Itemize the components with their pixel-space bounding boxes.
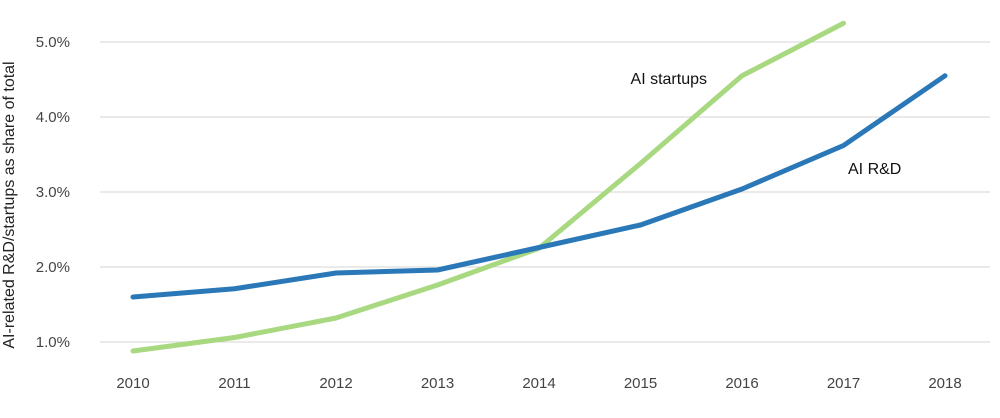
y-tick-label: 1.0% bbox=[36, 334, 70, 351]
x-tick-label: 2010 bbox=[116, 375, 149, 392]
x-tick-label: 2017 bbox=[827, 375, 860, 392]
series-labels: AI R&D AI startups bbox=[631, 71, 902, 178]
y-tick-labels: 1.0% 2.0% 3.0% 4.0% 5.0% bbox=[36, 34, 70, 351]
y-tick-label: 3.0% bbox=[36, 184, 70, 201]
y-tick-label: 5.0% bbox=[36, 34, 70, 51]
x-tick-label: 2013 bbox=[421, 375, 454, 392]
x-tick-labels: 2010 2011 2012 2013 2014 2015 2016 2017 2018 bbox=[116, 375, 961, 392]
y-tick-label: 2.0% bbox=[36, 259, 70, 276]
series-label: AI startups bbox=[631, 71, 707, 88]
series-label: AI R&D bbox=[848, 161, 901, 178]
x-tick-label: 2014 bbox=[522, 375, 555, 392]
x-tick-label: 2011 bbox=[218, 375, 250, 392]
x-tick-label: 2012 bbox=[319, 375, 352, 392]
x-tick-label: 2015 bbox=[624, 375, 657, 392]
x-tick-label: 2018 bbox=[928, 375, 961, 392]
y-tick-label: 4.0% bbox=[36, 109, 70, 126]
grid-layer bbox=[100, 41, 990, 343]
series-line-ai-r-d bbox=[130, 73, 948, 300]
series-line-ai-startups bbox=[130, 20, 846, 354]
x-tick-label: 2016 bbox=[725, 375, 758, 392]
series-layer bbox=[130, 20, 948, 354]
y-axis-title: AI-related R&D/startups as share of tota… bbox=[1, 61, 18, 348]
